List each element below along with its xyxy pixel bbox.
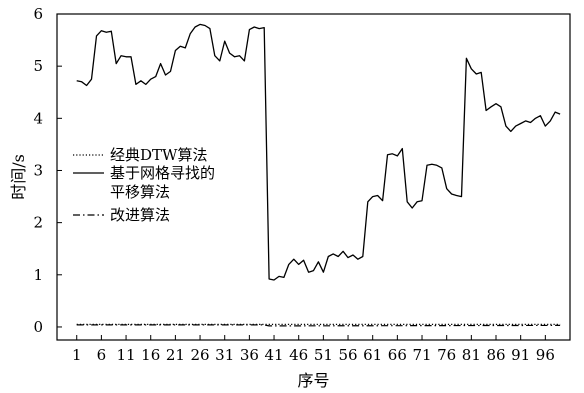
legend-label: 改进算法 (110, 206, 170, 224)
x-axis-label: 序号 (297, 371, 329, 390)
plot-frame (56, 13, 571, 341)
series-line-2 (76, 23, 561, 281)
x-tick-label: 71 (412, 346, 431, 364)
y-tick-label: 2 (33, 214, 43, 232)
legend-label: 平移算法 (110, 183, 170, 201)
x-tick-label: 56 (338, 346, 357, 364)
y-tick-label: 0 (33, 318, 43, 336)
x-tick-label: 81 (462, 346, 481, 364)
x-tick-label: 46 (289, 346, 308, 364)
plot-border (56, 13, 571, 341)
y-axis-label: 时间/s (9, 154, 28, 200)
x-tick-label: 1 (72, 346, 82, 364)
x-tick-label: 91 (511, 346, 530, 364)
series-line-3 (76, 324, 561, 327)
x-tick-label: 61 (363, 346, 382, 364)
x-tick-label: 16 (141, 346, 160, 364)
y-tick-label: 3 (33, 161, 43, 179)
x-tick-label: 21 (166, 346, 185, 364)
y-tick-label: 6 (33, 5, 43, 23)
y-tick-label: 5 (33, 57, 43, 75)
legend-label: 基于网格寻找的 (110, 164, 215, 182)
x-tick-label: 41 (264, 346, 283, 364)
x-tick-label: 36 (240, 346, 259, 364)
x-tick-label: 26 (191, 346, 210, 364)
x-tick-label: 96 (536, 346, 555, 364)
x-tick-label: 51 (314, 346, 333, 364)
x-tick-label: 76 (437, 346, 456, 364)
y-tick-label: 1 (33, 266, 43, 284)
x-tick-label: 11 (117, 346, 136, 364)
legend-label: 经典DTW算法 (110, 146, 207, 164)
x-tick-label: 86 (486, 346, 505, 364)
x-tick-label: 6 (97, 346, 107, 364)
series-lines (76, 23, 561, 327)
x-tick-label: 66 (388, 346, 407, 364)
y-tick-label: 4 (33, 109, 43, 127)
x-tick-label: 31 (215, 346, 234, 364)
